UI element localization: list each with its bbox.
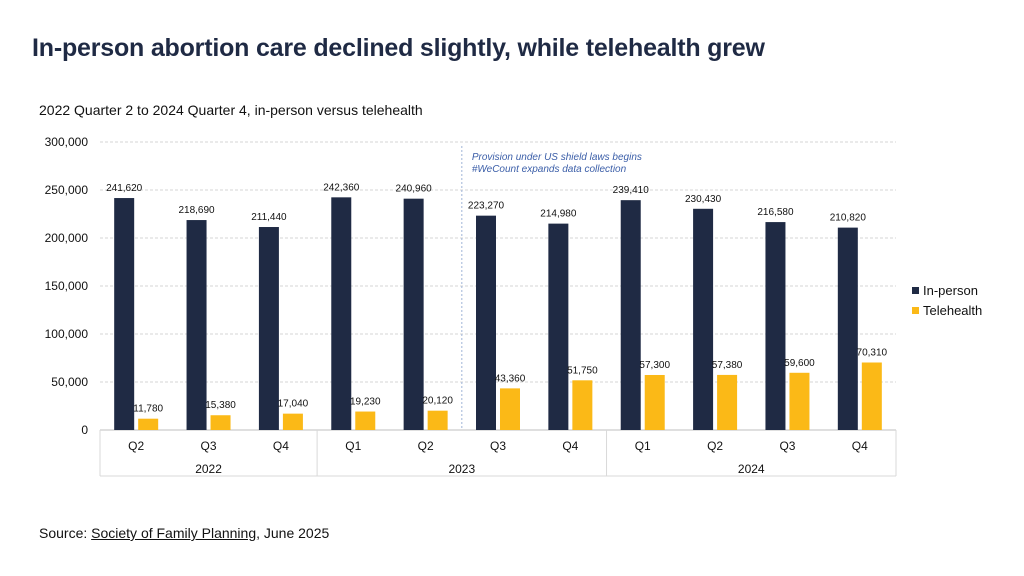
x-tick-label: Q2 [128,439,144,453]
data-label-in-person: 240,960 [396,184,433,195]
source-prefix: Source: [39,525,92,541]
bar-in-person [837,227,858,430]
bar-telehealth [717,374,738,430]
data-label-telehealth: 19,230 [350,397,381,408]
annotation-text: #WeCount expands data collection [472,164,627,175]
x-tick-label: Q2 [707,439,723,453]
data-label-telehealth: 17,040 [278,399,309,410]
data-label-telehealth: 20,120 [422,396,453,407]
data-label-telehealth: 57,300 [639,360,670,371]
bar-telehealth [210,415,231,430]
data-label-telehealth: 59,600 [784,358,815,369]
source-link[interactable]: Society of Family Planning [91,525,257,541]
chart-subtitle: 2022 Quarter 2 to 2024 Quarter 4, in-per… [39,102,423,118]
y-tick-label: 50,000 [51,375,88,389]
bar-telehealth [138,418,159,430]
year-group-label: 2024 [738,462,765,476]
bar-telehealth [427,410,448,430]
y-tick-label: 0 [81,423,88,437]
data-label-in-person: 214,980 [540,209,577,220]
data-label-in-person: 211,440 [251,212,287,223]
data-label-telehealth: 11,780 [133,404,163,415]
data-label-telehealth: 43,360 [495,373,526,384]
legend-swatch [912,307,919,314]
bar-telehealth [500,388,520,430]
x-tick-label: Q3 [490,439,506,453]
y-tick-label: 100,000 [45,327,89,341]
data-label-in-person: 242,360 [323,182,360,193]
data-label-in-person: 210,820 [830,213,867,224]
data-label-in-person: 239,410 [613,185,650,196]
data-label-telehealth: 15,380 [205,400,236,411]
year-group-label: 2023 [448,462,475,476]
data-label-in-person: 218,690 [178,205,215,216]
x-tick-label: Q1 [345,439,361,453]
bar-in-person [476,215,496,430]
y-tick-label: 150,000 [45,279,89,293]
legend-label: In-person [923,283,978,298]
bar-in-person [620,200,641,430]
bar-telehealth [282,413,303,430]
legend-label: Telehealth [923,303,982,318]
data-label-telehealth: 57,380 [712,360,743,371]
x-tick-label: Q4 [273,439,289,453]
data-label-in-person: 223,270 [468,201,505,212]
data-label-in-person: 216,580 [757,207,794,218]
y-tick-label: 300,000 [45,135,89,149]
bar-in-person [331,197,352,430]
x-tick-label: Q1 [635,439,651,453]
bar-in-person [548,223,569,430]
bar-telehealth [789,372,810,430]
bar-in-person [114,198,135,430]
source-line: Source: Society of Family Planning, June… [39,525,329,541]
bar-in-person [186,220,207,430]
data-label-telehealth: 70,310 [857,348,888,359]
bar-in-person [693,208,714,430]
x-tick-label: Q2 [418,439,434,453]
data-label-telehealth: 51,750 [567,365,598,376]
bar-telehealth [572,380,593,430]
y-tick-label: 200,000 [45,231,89,245]
x-tick-label: Q3 [779,439,795,453]
page-title: In-person abortion care declined slightl… [32,34,765,62]
bar-in-person [403,198,424,430]
bar-in-person [765,222,786,430]
bar-telehealth [644,374,665,430]
x-tick-label: Q4 [852,439,868,453]
x-tick-label: Q3 [201,439,217,453]
year-group-label: 2022 [195,462,222,476]
bar-in-person [258,227,279,430]
source-suffix: , June 2025 [256,525,330,541]
data-label-in-person: 230,430 [685,194,722,205]
bar-telehealth [355,411,376,430]
y-tick-label: 250,000 [45,183,89,197]
legend-swatch [912,287,919,294]
annotation-text: Provision under US shield laws begins [472,152,642,163]
data-label-in-person: 241,620 [106,183,143,194]
x-tick-label: Q4 [562,439,578,453]
bar-telehealth [861,362,882,430]
